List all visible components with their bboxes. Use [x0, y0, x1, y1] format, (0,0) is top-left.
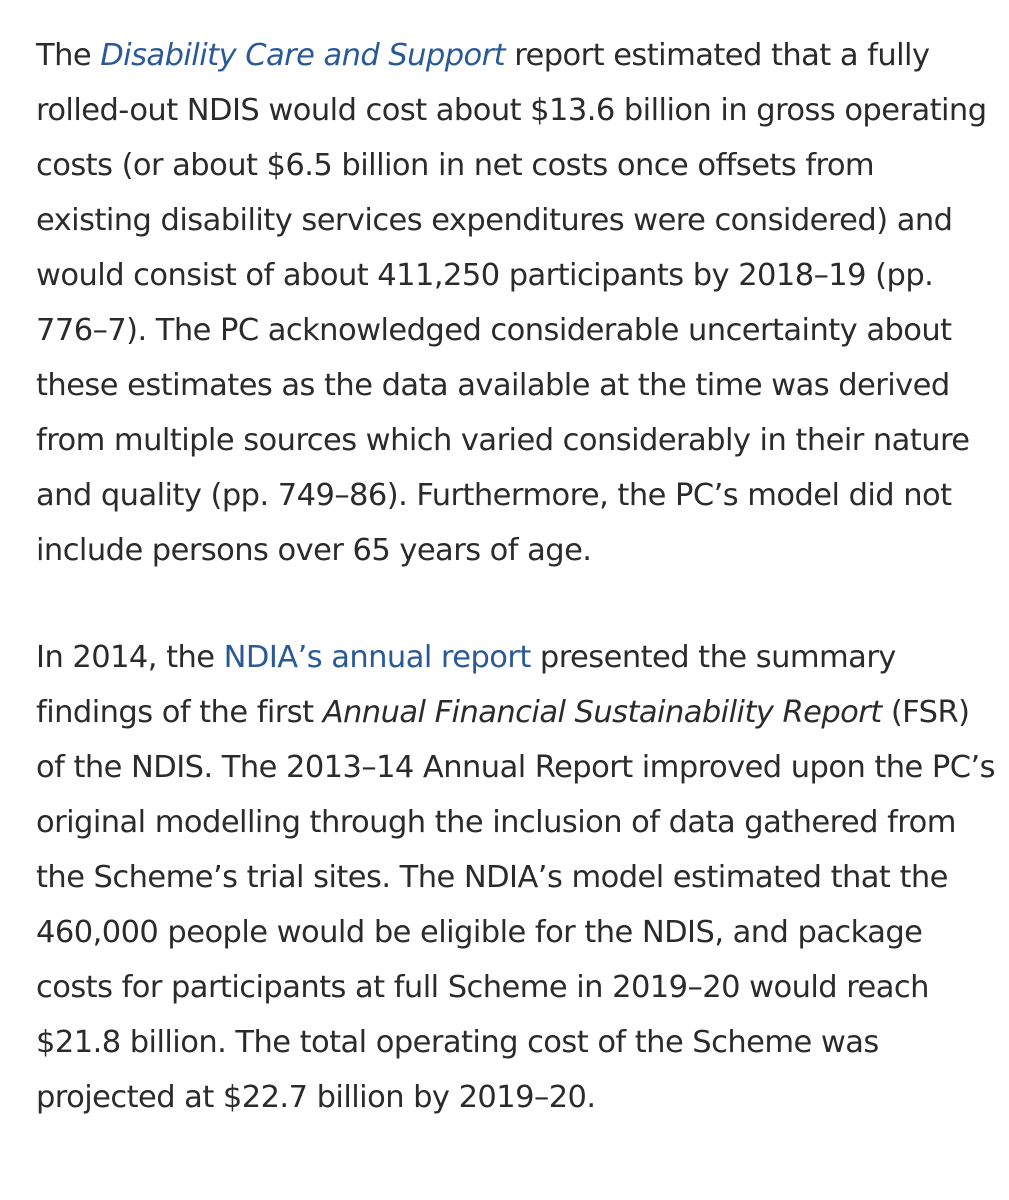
paragraph-text: The [36, 38, 101, 73]
paragraph-text: (FSR) of the NDIS. The 2013–14 Annual Re… [36, 695, 996, 1115]
paragraph-ndia-report: In 2014, the NDIA’s annual report presen… [36, 630, 996, 1125]
ndia-annual-report-link[interactable]: NDIA’s annual report [223, 640, 532, 675]
paragraph-text: report estimated that a fully rolled-out… [36, 38, 987, 568]
link-label: Disability Care and Support [100, 38, 506, 73]
paragraph-text: presented the summary findings of the fi… [36, 640, 896, 730]
report-title: Annual Financial Sustainability Report [322, 695, 883, 730]
paragraph-text: In 2014, the [36, 640, 224, 675]
paragraph-pc-estimate: The Disability Care and Support report e… [36, 28, 996, 578]
disability-care-support-link[interactable]: Disability Care and Support [100, 38, 505, 73]
article-body: The Disability Care and Support report e… [36, 28, 996, 1125]
